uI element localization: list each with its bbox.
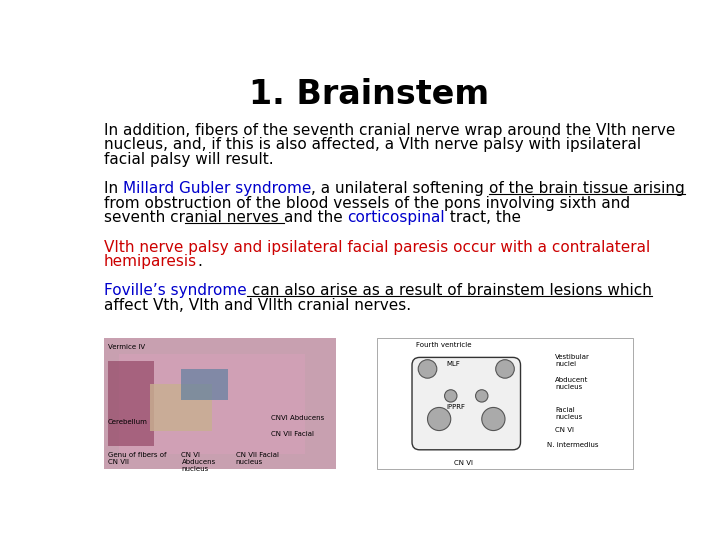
Text: , a unilateral softening: , a unilateral softening bbox=[311, 181, 489, 196]
Text: Vestibular
nuclei: Vestibular nuclei bbox=[555, 354, 590, 367]
Text: anial nerves: anial nerves bbox=[185, 211, 284, 225]
Text: iPPRF: iPPRF bbox=[446, 403, 466, 410]
Text: MLF: MLF bbox=[446, 361, 460, 367]
Text: Cerebellum: Cerebellum bbox=[108, 419, 148, 425]
Text: CN VII Facial: CN VII Facial bbox=[271, 430, 314, 436]
Text: Fourth ventricle: Fourth ventricle bbox=[415, 342, 471, 348]
Bar bbox=[104, 338, 336, 469]
Text: Genu of fibers of
CN VII: Genu of fibers of CN VII bbox=[108, 452, 166, 465]
Text: In addition, fibers of the seventh cranial nerve wrap around the VIth nerve: In addition, fibers of the seventh crani… bbox=[104, 123, 675, 138]
Text: CN VI: CN VI bbox=[555, 427, 574, 433]
Circle shape bbox=[476, 390, 488, 402]
Text: CN VI: CN VI bbox=[454, 460, 473, 466]
Bar bbox=[120, 354, 305, 454]
Text: Foville’s syndrome: Foville’s syndrome bbox=[104, 284, 247, 299]
Bar bbox=[108, 361, 154, 446]
Circle shape bbox=[495, 360, 514, 378]
Text: 1. Brainstem: 1. Brainstem bbox=[249, 78, 489, 111]
Text: N. intermedius: N. intermedius bbox=[547, 442, 599, 448]
Text: can also arise as a result of brainstem lesions which: can also arise as a result of brainstem … bbox=[247, 284, 652, 299]
Text: Millard Gubler syndrome: Millard Gubler syndrome bbox=[123, 181, 311, 196]
Text: facial palsy will result.: facial palsy will result. bbox=[104, 152, 274, 167]
Text: CNVI Abducens: CNVI Abducens bbox=[271, 415, 324, 421]
Text: CN VI
Abducens
nucleus: CN VI Abducens nucleus bbox=[181, 452, 216, 472]
Text: tract, the: tract, the bbox=[445, 211, 521, 225]
Text: Abducent
nucleus: Abducent nucleus bbox=[555, 377, 588, 390]
Text: affect Vth, VIth and VIIth cranial nerves.: affect Vth, VIth and VIIth cranial nerve… bbox=[104, 298, 411, 313]
Text: hemiparesis: hemiparesis bbox=[104, 254, 197, 269]
Text: Vermice IV: Vermice IV bbox=[108, 345, 145, 350]
Circle shape bbox=[418, 360, 437, 378]
FancyBboxPatch shape bbox=[412, 357, 521, 450]
Text: nucleus, and, if this is also affected, a VIth nerve palsy with ipsilateral: nucleus, and, if this is also affected, … bbox=[104, 137, 641, 152]
Text: corticospinal: corticospinal bbox=[347, 211, 445, 225]
Bar bbox=[377, 338, 632, 469]
Bar bbox=[150, 384, 212, 430]
Text: Facial
nucleus: Facial nucleus bbox=[555, 408, 582, 421]
Circle shape bbox=[428, 408, 451, 430]
Circle shape bbox=[482, 408, 505, 430]
Text: In: In bbox=[104, 181, 123, 196]
Text: VIth nerve palsy and ipsilateral facial paresis occur with a contralateral: VIth nerve palsy and ipsilateral facial … bbox=[104, 240, 650, 254]
Circle shape bbox=[444, 390, 457, 402]
Bar bbox=[181, 369, 228, 400]
Text: CN VII Facial
nucleus: CN VII Facial nucleus bbox=[235, 452, 279, 465]
Text: from obstruction of the blood vessels of the pons involving sixth and: from obstruction of the blood vessels of… bbox=[104, 195, 630, 211]
Text: and the: and the bbox=[284, 211, 347, 225]
Text: of the brain tissue arising: of the brain tissue arising bbox=[489, 181, 685, 196]
Text: .: . bbox=[197, 254, 202, 269]
Text: seventh cr: seventh cr bbox=[104, 211, 185, 225]
